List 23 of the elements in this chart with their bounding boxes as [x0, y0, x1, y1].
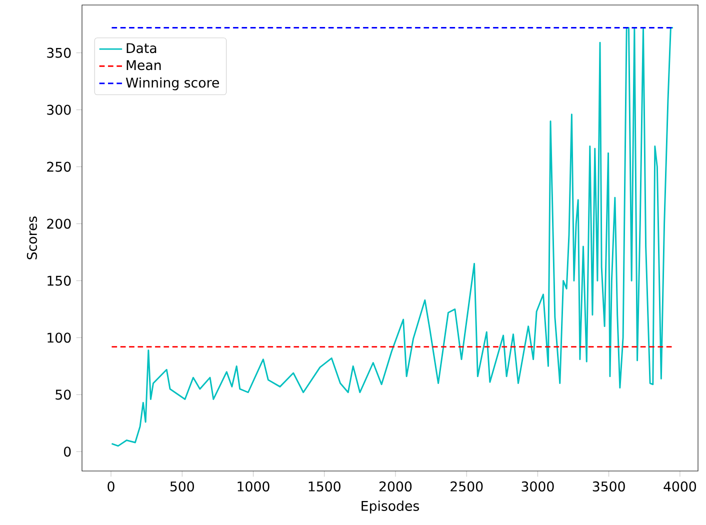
legend-label: Mean: [126, 60, 161, 70]
y-tick-label: 50: [56, 390, 71, 400]
y-tick-label: 0: [64, 446, 71, 457]
x-tick-label: 500: [170, 481, 194, 492]
x-tick-label: 4000: [664, 481, 696, 492]
x-tick-label: 0: [108, 481, 114, 492]
x-tick-label: 3500: [592, 481, 625, 492]
y-axis-title: Scores: [26, 216, 37, 260]
y-tick-label: 200: [47, 218, 71, 229]
x-tick-label: 2000: [379, 481, 412, 492]
y-tick-label: 250: [47, 162, 71, 172]
legend-label: Data: [126, 43, 156, 54]
y-tick-label: 150: [48, 276, 71, 286]
x-tick-label: 2500: [450, 481, 483, 492]
legend-label: Winning score: [126, 77, 219, 90]
y-tick-label: 350: [47, 48, 71, 58]
y-tick-label: 100: [48, 332, 71, 343]
y-tick-label: 300: [47, 104, 71, 115]
x-tick-label: 1500: [308, 481, 340, 492]
x-tick-label: 1000: [238, 481, 270, 492]
x-axis-title: Episodes: [362, 500, 420, 514]
x-tick-label: 3000: [522, 481, 554, 492]
line-series: [110, 27, 674, 447]
